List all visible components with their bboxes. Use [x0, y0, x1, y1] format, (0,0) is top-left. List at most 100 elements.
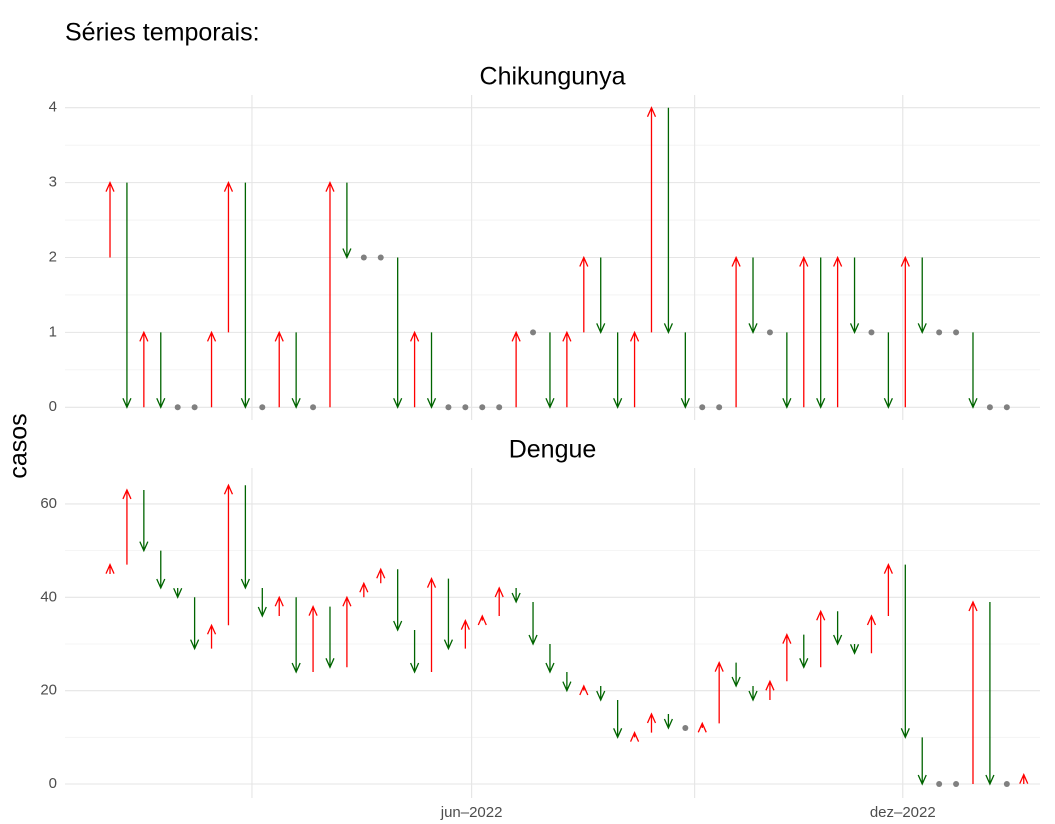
arrow: [799, 255, 809, 408]
arrow: [173, 587, 183, 599]
arrow: [190, 597, 200, 651]
arrow: [613, 332, 623, 409]
y-axis-label: casos: [5, 413, 33, 478]
facet-title: Chikungunya: [480, 63, 626, 91]
arrow: [511, 587, 521, 604]
arrow: [714, 661, 724, 724]
arrow: [511, 330, 521, 408]
arrow: [139, 330, 149, 408]
facet-title: Dengue: [509, 436, 597, 464]
arrow: [917, 737, 927, 786]
point: [310, 404, 317, 411]
y-tick-label: 4: [49, 99, 57, 116]
arrow: [105, 181, 115, 258]
arrow: [308, 605, 318, 672]
page-title: Séries temporais:: [65, 19, 260, 47]
arrow: [596, 685, 606, 702]
point: [936, 780, 943, 787]
y-tick-label: 40: [40, 588, 57, 605]
arrow: [477, 614, 487, 626]
arrow: [629, 330, 640, 408]
arrow: [900, 564, 910, 739]
arrow: [748, 685, 758, 702]
arrow: [494, 586, 504, 616]
y-tick-label: 20: [40, 682, 57, 699]
arrow: [257, 587, 267, 618]
y-tick-label: 2: [49, 248, 57, 265]
point: [191, 404, 198, 411]
arrow: [782, 332, 792, 409]
arrow: [866, 614, 877, 654]
point: [699, 404, 706, 411]
y-tick-label: 60: [40, 495, 57, 512]
arrow: [697, 721, 707, 733]
arrow: [206, 623, 217, 649]
arrow: [968, 600, 978, 784]
arrow: [765, 679, 775, 700]
arrow: [528, 601, 538, 646]
y-tick-label: 0: [49, 398, 57, 415]
arrow: [849, 257, 860, 334]
arrow: [240, 485, 250, 590]
arrow: [562, 671, 572, 693]
y-tick-label: 3: [49, 174, 57, 191]
point: [1003, 404, 1010, 411]
point: [682, 724, 689, 731]
arrow: [240, 182, 250, 409]
point: [479, 404, 486, 411]
arrow: [359, 581, 369, 598]
arrow: [680, 332, 690, 409]
arrow: [816, 609, 826, 668]
arrow: [596, 257, 606, 334]
arrow: [156, 332, 166, 409]
point: [462, 404, 469, 411]
arrow: [156, 550, 166, 590]
arrow: [579, 684, 589, 696]
point: [496, 404, 503, 411]
arrow: [1019, 773, 1029, 784]
arrow: [849, 643, 860, 655]
arrow: [968, 332, 978, 409]
arrow: [325, 181, 335, 408]
arrow: [613, 699, 623, 739]
arrow: [139, 489, 149, 553]
point: [766, 329, 773, 336]
arrow: [833, 255, 843, 408]
point: [936, 329, 943, 336]
point: [377, 254, 384, 261]
point: [1003, 780, 1010, 787]
arrow: [731, 255, 741, 408]
point: [530, 329, 537, 336]
arrow: [122, 488, 132, 565]
arrow: [291, 332, 301, 409]
arrow: [291, 597, 301, 674]
x-tick-label: dez–2022: [870, 804, 936, 821]
arrow: [206, 330, 217, 408]
arrow: [393, 257, 403, 409]
arrow: [883, 563, 893, 616]
point: [953, 329, 960, 336]
arrow: [663, 713, 674, 730]
arrow: [122, 182, 132, 409]
point: [868, 329, 875, 336]
arrow: [579, 255, 589, 333]
arrow: [409, 629, 420, 674]
point: [174, 404, 181, 411]
arrow: [426, 332, 437, 409]
y-tick-label: 0: [49, 775, 57, 792]
arrow: [900, 255, 910, 408]
arrow: [393, 569, 403, 632]
arrow: [274, 595, 284, 616]
arrow: [426, 577, 437, 672]
point: [445, 404, 452, 411]
point: [986, 404, 993, 411]
arrow: [562, 330, 572, 408]
arrow: [663, 107, 674, 334]
arrow: [342, 595, 352, 668]
arrow: [646, 712, 657, 733]
arrow: [342, 182, 352, 260]
arrow: [223, 483, 234, 626]
arrow: [985, 601, 995, 786]
arrow: [629, 731, 640, 742]
arrow: [223, 181, 234, 333]
